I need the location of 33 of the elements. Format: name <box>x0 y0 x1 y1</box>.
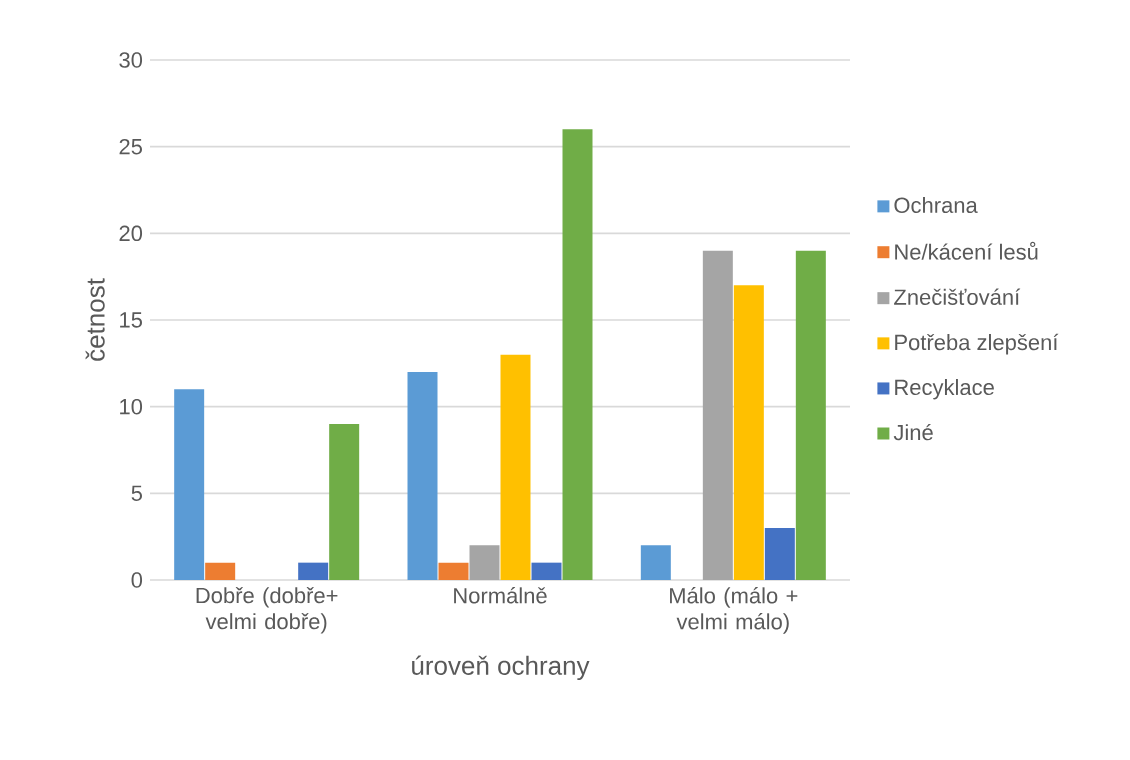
bar <box>733 285 764 580</box>
bar <box>407 371 438 580</box>
y-axis-title: četnost <box>85 278 105 361</box>
bar <box>531 562 562 580</box>
bar <box>562 129 593 580</box>
legend-label: Znečišťování <box>894 288 1021 305</box>
bar <box>500 354 531 580</box>
bar <box>640 545 671 580</box>
bar <box>795 250 826 580</box>
y-tick-label: 15 <box>120 312 142 328</box>
legend-label: Jiné <box>893 423 933 441</box>
legend-label: Recyklace <box>895 378 994 400</box>
y-tick-label: 30 <box>119 52 143 68</box>
legend-label: Ochrana <box>894 196 978 214</box>
bar <box>298 562 329 580</box>
y-tick-label: 20 <box>119 225 143 242</box>
y-tick-label: 5 <box>131 485 142 501</box>
bar <box>438 562 469 580</box>
x-tick-label: Normálně <box>454 587 547 604</box>
bar <box>469 545 500 580</box>
y-tick-label: 10 <box>120 398 143 415</box>
bar <box>205 562 236 580</box>
y-tick-label: 0 <box>131 572 143 588</box>
x-tick-label: Málo (málo + velmi málo) <box>670 587 798 634</box>
y-tick-label: 25 <box>119 138 142 155</box>
x-tick-label: Dobře (dobře+ velmi dobře) <box>196 587 338 634</box>
x-axis-title: úroveň ochrany <box>412 655 590 681</box>
legend-label: Ne/kácení lesů <box>895 241 1038 260</box>
bar <box>702 250 733 580</box>
bar <box>329 423 360 580</box>
bar <box>174 389 205 580</box>
bar <box>764 527 795 580</box>
legend-label: Potřeba zlepšení <box>895 333 1059 355</box>
